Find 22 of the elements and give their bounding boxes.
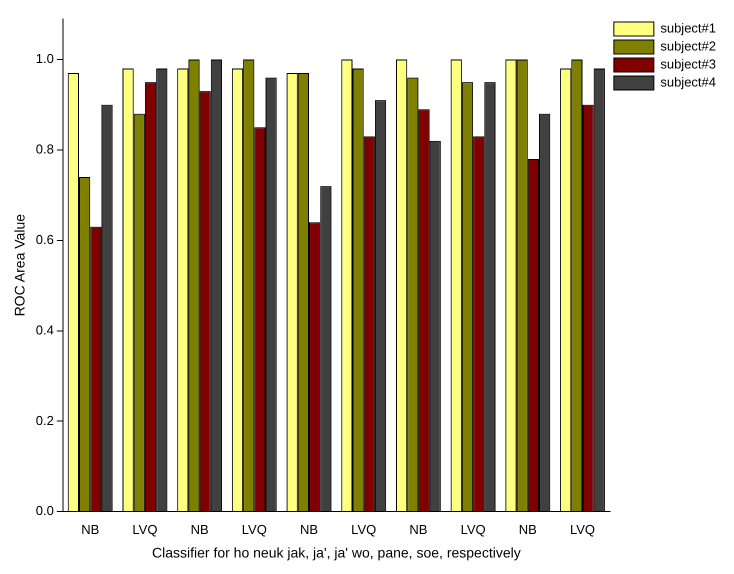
x-tick-label: LVQ <box>460 522 486 537</box>
x-tick-label: LVQ <box>351 522 376 537</box>
legend-label: subject#3 <box>660 56 716 72</box>
legend-label: subject#2 <box>660 38 716 54</box>
legend-label: subject#4 <box>660 74 716 90</box>
y-tick-label: 0.0 <box>36 503 54 518</box>
y-tick-label: 0.2 <box>36 412 54 428</box>
y-tick-label: 0.8 <box>36 141 54 156</box>
x-tick-label: NB <box>81 522 100 537</box>
y-tick-label: 0.4 <box>36 322 54 338</box>
y-axis-title: ROC Area Value <box>11 214 28 316</box>
x-tick-label: LVQ <box>242 522 267 537</box>
x-tick-label: LVQ <box>570 522 596 537</box>
x-tick-label: NB <box>518 522 537 537</box>
legend-label: subject#1 <box>660 20 716 36</box>
x-tick-label: NB <box>300 522 318 537</box>
x-tick-label: NB <box>409 522 428 537</box>
x-axis-title: Classifier for ho neuk jak, ja', ja' wo, pane, soe, respectively <box>152 544 521 560</box>
y-tick-label: 1.0 <box>36 51 54 66</box>
x-tick-label: LVQ <box>132 522 158 537</box>
x-tick-label: NB <box>190 522 209 537</box>
y-tick-label: 0.6 <box>36 232 54 247</box>
